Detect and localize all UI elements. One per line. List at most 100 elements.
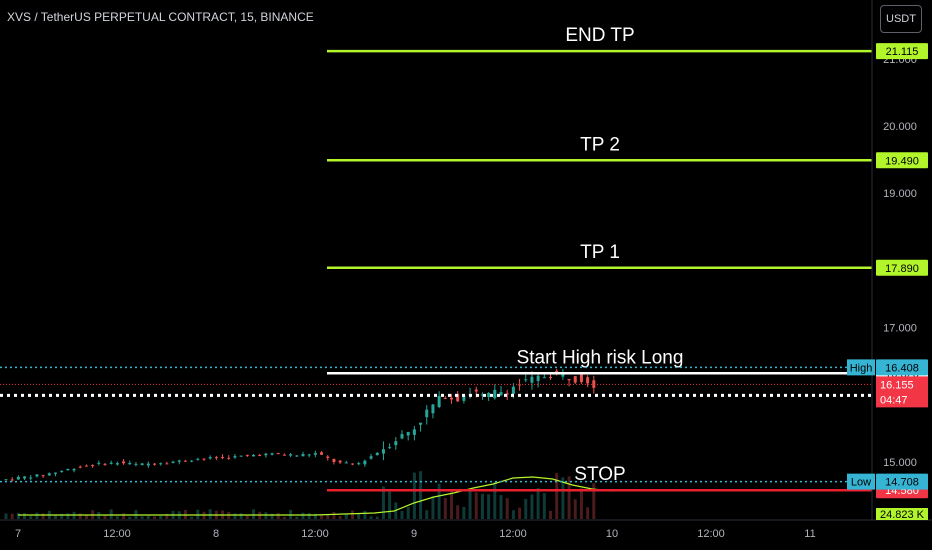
volume-bar [140,516,144,519]
candle-body [406,431,410,436]
volume-bar [153,516,156,519]
time-tick-label-0: 7 [15,528,21,540]
volume-bar [84,515,88,519]
volume-bar [586,507,590,519]
volume-bar [233,513,237,519]
high-price-tag: 16.408 [876,359,928,376]
candle-body [412,429,416,435]
price-tags: 21.11519.49017.89016.32014.580High16.408… [847,43,928,521]
volume-bar [419,471,423,519]
levels-layer: END TP TP 2 TP 1 Start High risk Long STOP [0,25,872,492]
volume-bar [530,494,534,519]
currency-button[interactable]: USDT [880,5,922,33]
volume-bar [320,515,324,519]
volume-bar [388,491,392,519]
volume-bar [307,513,311,519]
volume-bar [462,506,466,519]
time-tick-label-3: 12:00 [301,528,329,540]
candle-body [313,453,317,455]
candle-body [524,379,528,381]
candle-body [567,379,571,381]
price-tick-label-3: 20.000 [883,121,917,133]
volume-bar [122,513,126,519]
low-price-tag: 14.708 [876,473,928,490]
candle-body [190,460,194,462]
candle-body [128,463,132,465]
volume-bar [456,505,460,519]
candle-body [109,462,113,464]
time-axis: 7 12:00 8 12:00 9 12:00 10 12:00 11 [0,519,932,540]
candle-body [196,458,200,460]
volume-bar [326,514,330,519]
volume-bar [159,515,163,519]
volume-bar [10,513,14,519]
volume-bar [103,515,107,519]
candle-body [536,375,540,381]
candle-body [97,462,101,464]
volume-bar [270,513,274,519]
candle-body [289,454,293,456]
candle-body [462,395,466,401]
level-label-2: TP 1 [580,242,620,263]
candle-body [165,463,169,465]
volume-bar [35,512,39,519]
candle-body [214,457,218,459]
candle-body [456,393,460,402]
volume-bar [208,509,212,519]
candle-body [258,454,262,456]
candle-body [183,460,187,462]
candle-body [326,456,330,458]
candle-body [394,441,398,446]
volume-bar [332,512,336,519]
volume-bar [400,510,404,519]
candle-body [252,454,255,457]
candle-body [233,456,237,458]
candle-body [450,397,453,400]
candle-body [78,466,82,468]
candle-body [140,463,144,466]
low-price-tag-text: 14.708 [885,477,919,489]
volume-bar [295,516,299,519]
candle-body [159,463,163,465]
candle-body [245,454,249,456]
candle-body [60,470,64,472]
volume-bar [128,516,132,519]
time-tick-label-4: 9 [411,528,417,540]
volume-bar [276,513,280,519]
volume-ma-line [18,476,613,516]
candle-body [10,479,14,481]
candle-body [16,476,20,480]
low-price-tag-bg [876,473,928,490]
candle-body [511,386,515,394]
time-tick-label-8: 11 [804,528,815,540]
volume-bar [282,516,286,519]
price-tick-label-1: 17.000 [883,323,917,335]
candle-body [41,475,45,477]
candle-body [221,456,225,458]
current-price-tag-bg [876,376,928,408]
candle-body [35,474,39,477]
volume-bar [29,516,33,519]
candle-body [542,377,546,379]
volume-tag: 24.823 K [876,508,928,521]
volume-bar [412,472,416,519]
current-price-value: 16.155 [880,379,914,391]
high-label-text: High [850,362,873,374]
level-tag-0: 21.115 [876,43,928,60]
candle-body [177,460,181,462]
chart-title: XVS / TetherUS PERPETUAL CONTRACT, 15, B… [7,10,314,24]
volume-bar [369,516,373,519]
volume-bar [567,476,571,519]
volume-bar [351,510,354,519]
candle-body [431,404,435,414]
candle-body [270,453,274,455]
candle-body [487,392,491,397]
low-label-text: Low [851,477,871,489]
volume-bar [252,509,255,519]
candle-body [72,469,76,471]
candle-body [47,473,51,476]
candle-body [369,456,373,459]
volume-bar [357,513,361,519]
candle-body [499,392,503,396]
